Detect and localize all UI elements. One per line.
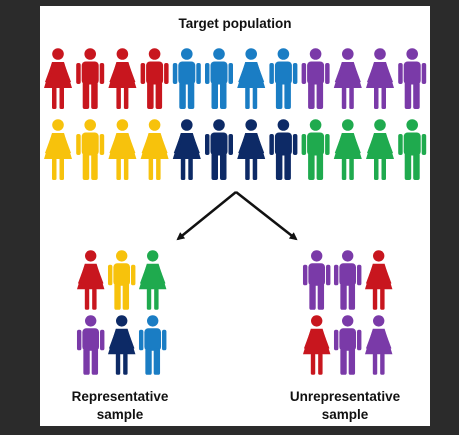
population-row2-7-female-person-icon	[237, 119, 266, 180]
arrow-to-representative	[176, 191, 237, 241]
diagram-panel: Target population Representative sample …	[40, 6, 430, 426]
unrepresentative-2-male-person-icon	[333, 250, 362, 310]
representative-sample-figures	[76, 250, 167, 375]
unrepresentative-4-female-person-icon	[302, 315, 331, 375]
split-arrows	[176, 191, 298, 241]
representative-2-male-person-icon	[107, 250, 136, 310]
representative-4-male-person-icon	[76, 315, 105, 375]
population-row2-11-female-person-icon	[366, 119, 394, 180]
population-row2-5-female-person-icon	[172, 119, 201, 180]
unrepresentative-3-female-person-icon	[364, 250, 393, 310]
population-row1-7-female-person-icon	[237, 48, 266, 109]
population-row1-2-male-person-icon	[76, 48, 105, 109]
representative-1-female-person-icon	[76, 250, 105, 310]
population-row2-12-male-person-icon	[398, 119, 427, 180]
population-row1-9-male-person-icon	[301, 48, 330, 109]
population-row2-4-female-person-icon	[140, 119, 169, 180]
unrepresentative-label-line-2: sample	[321, 407, 369, 422]
unrepresentative-sample-figures	[302, 250, 393, 375]
representative-label-line-2: sample	[96, 407, 144, 422]
population-row1-4-male-person-icon	[140, 48, 169, 109]
population-row1-1-female-person-icon	[44, 48, 72, 109]
population-row2-10-female-person-icon	[333, 119, 362, 180]
unrepresentative-label-line-1: Unrepresentative	[289, 389, 401, 404]
population-row2-3-female-person-icon	[108, 119, 137, 180]
population-row1-8-male-person-icon	[269, 48, 298, 109]
representative-6-male-person-icon	[138, 315, 167, 375]
population-row2-9-male-person-icon	[301, 119, 330, 180]
population-row1-11-female-person-icon	[366, 48, 394, 109]
population-row1-12-male-person-icon	[398, 48, 427, 109]
population-row2-1-female-person-icon	[44, 119, 72, 180]
unrepresentative-sample-label: Unrepresentative sample	[270, 388, 420, 424]
representative-sample-label: Representative sample	[45, 388, 195, 424]
population-row2-8-male-person-icon	[269, 119, 298, 180]
population-row1-6-male-person-icon	[205, 48, 233, 109]
unrepresentative-5-male-person-icon	[333, 315, 362, 375]
figures-canvas	[44, 48, 427, 375]
population-row1-10-female-person-icon	[333, 48, 362, 109]
population-row1-5-male-person-icon	[172, 48, 201, 109]
unrepresentative-1-male-person-icon	[302, 250, 331, 310]
arrow-to-unrepresentative	[235, 191, 298, 241]
representative-label-line-1: Representative	[71, 389, 169, 404]
representative-5-female-person-icon	[107, 315, 136, 375]
diagram-title: Target population	[178, 16, 292, 31]
population-row2-6-male-person-icon	[205, 119, 233, 180]
population-row2-2-male-person-icon	[76, 119, 105, 180]
population-row1-3-female-person-icon	[108, 48, 137, 109]
unrepresentative-6-female-person-icon	[364, 315, 393, 375]
population-row-1	[44, 48, 427, 109]
population-row-2	[44, 119, 427, 180]
representative-3-female-person-icon	[138, 250, 167, 310]
